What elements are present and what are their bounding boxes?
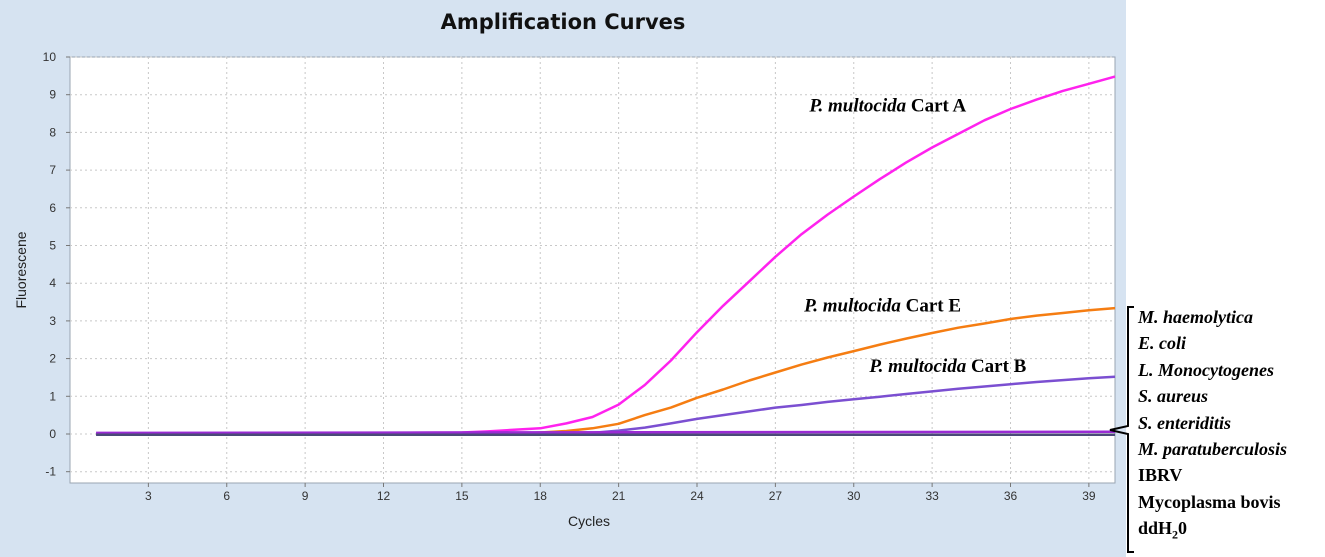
y-axis-label: Fluorescene <box>13 231 29 308</box>
y-tick-label: -1 <box>45 465 56 479</box>
negative-controls-bracket <box>1109 306 1134 553</box>
series-annotation: P. multocida Cart E <box>803 295 961 316</box>
series-annotation: P. multocida Cart A <box>808 96 966 117</box>
x-tick-label: 24 <box>690 489 704 503</box>
y-tick-label: 0 <box>49 427 56 441</box>
negative-control-label: Mycoplasma bovis <box>1138 491 1281 512</box>
x-tick-label: 36 <box>1004 489 1018 503</box>
x-tick-label: 9 <box>302 489 309 503</box>
x-tick-label: 18 <box>534 489 548 503</box>
grid-lines <box>70 56 1115 483</box>
negative-control-label: S. enteriditis <box>1138 412 1232 433</box>
negative-control-label: M. paratuberculosis <box>1138 439 1288 460</box>
negative-control-label: L. Monocytogenes <box>1138 359 1274 380</box>
chart-panel: Amplification Curves 3 6 9 12 15 18 21 24 27 30 33… <box>0 0 1126 557</box>
series-line <box>96 375 1116 436</box>
y-tick-label: 6 <box>49 201 56 215</box>
x-tick-label: 30 <box>847 489 861 503</box>
negative-control-label: E. coli <box>1138 333 1186 354</box>
negative-control-label: IBRV <box>1138 465 1183 486</box>
x-tick-label: 3 <box>145 489 152 503</box>
negative-controls-list: M. haemolytica E. coli L. Monocytogenes S. … <box>1138 304 1325 548</box>
x-tick-label: 15 <box>455 489 469 503</box>
curve-annotations: P. multocida Cart A P. multocida Cart E P.… <box>803 96 1027 377</box>
negative-control-label: M. haemolytica <box>1138 307 1253 327</box>
x-tick-label: 39 <box>1082 489 1096 503</box>
series-line <box>96 75 1116 436</box>
x-tick-label: 27 <box>769 489 783 503</box>
x-tick-label: 12 <box>377 489 391 503</box>
series-line <box>96 430 1116 435</box>
y-tick-label: 3 <box>49 314 56 328</box>
x-axis-label: Cycles <box>568 513 610 529</box>
plot-area <box>69 56 1116 484</box>
x-tick-label: 33 <box>925 489 939 503</box>
y-tick-label: 1 <box>49 389 56 403</box>
series-annotation: P. multocida Cart B <box>868 356 1026 377</box>
y-tick-label: 2 <box>49 352 56 366</box>
series-lines <box>96 75 1116 436</box>
y-tick-label: 5 <box>49 238 56 252</box>
y-tick-label: 4 <box>49 276 56 290</box>
series-line <box>96 306 1116 436</box>
negative-control-label: S. aureus <box>1138 386 1209 407</box>
y-tick-label: 10 <box>43 50 57 64</box>
y-tick-label: 7 <box>49 163 56 177</box>
y-tick-label: 8 <box>49 125 56 139</box>
chart-title: Amplification Curves <box>440 10 686 34</box>
x-tick-label: 6 <box>223 489 230 503</box>
negative-control-label: ddH20 <box>1138 518 1188 542</box>
y-tick-label: 9 <box>49 88 56 102</box>
x-tick-label: 21 <box>612 489 626 503</box>
